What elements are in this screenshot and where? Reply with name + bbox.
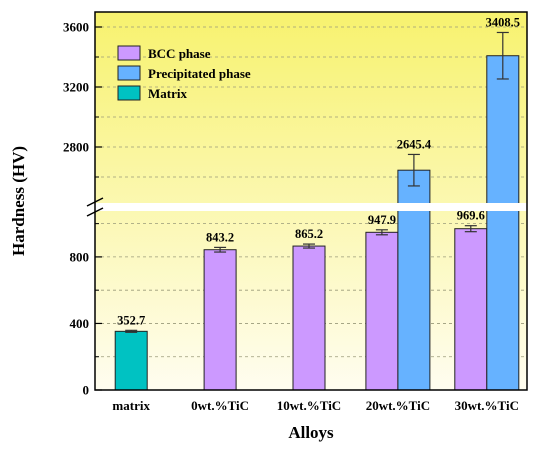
legend-swatch bbox=[117, 85, 141, 101]
error-bars bbox=[125, 31, 509, 333]
bar-precipitated-phase bbox=[486, 55, 520, 391]
legend-swatch bbox=[117, 45, 141, 61]
legend-label: BCC phase bbox=[148, 46, 211, 61]
y-tick-label: 0 bbox=[83, 383, 90, 398]
bar-bcc-phase bbox=[203, 249, 237, 391]
bar-bcc-phase bbox=[292, 245, 326, 391]
bar-bcc-phase bbox=[454, 228, 488, 391]
x-tick-label: 0wt.%TiC bbox=[191, 398, 249, 413]
data-label: 352.7 bbox=[117, 313, 145, 327]
y-tick-label: 3200 bbox=[63, 80, 89, 95]
data-label: 2645.4 bbox=[397, 137, 432, 151]
data-label: 947.9 bbox=[368, 213, 396, 227]
y-tick-label: 2800 bbox=[63, 140, 89, 155]
legend: BCC phase Precipitated phase Matrix bbox=[117, 45, 251, 101]
legend-label: Matrix bbox=[148, 86, 187, 101]
data-label: 865.2 bbox=[295, 227, 323, 241]
y-axis-title: Hardness (HV) bbox=[9, 146, 28, 256]
data-label: 3408.5 bbox=[486, 15, 520, 29]
axes: 0 400 800 2800 3200 3600 matrix 0wt.%TiC 10wt.%T… bbox=[63, 20, 519, 414]
y-tick-label: 800 bbox=[70, 249, 90, 264]
legend-label: Precipitated phase bbox=[148, 66, 251, 81]
data-labels: 352.7 843.2 865.2 947.9 2645.4 969.6 3408.5 bbox=[117, 15, 520, 327]
x-tick-label: 10wt.%TiC bbox=[277, 398, 341, 413]
x-tick-label: 30wt.%TiC bbox=[455, 398, 519, 413]
plot-frame bbox=[94, 11, 528, 391]
data-label: 843.2 bbox=[206, 230, 234, 244]
y-tick-label: 3600 bbox=[63, 20, 89, 35]
bar-bcc-phase bbox=[365, 231, 399, 391]
x-tick-label: 20wt.%TiC bbox=[366, 398, 430, 413]
bar-matrix bbox=[114, 330, 148, 391]
axis-break-band bbox=[87, 203, 535, 211]
data-label: 969.6 bbox=[457, 209, 485, 223]
x-axis-title: Alloys bbox=[288, 423, 334, 442]
legend-swatch bbox=[117, 65, 141, 81]
y-tick-label: 400 bbox=[70, 316, 90, 331]
x-tick-label: matrix bbox=[112, 398, 150, 413]
